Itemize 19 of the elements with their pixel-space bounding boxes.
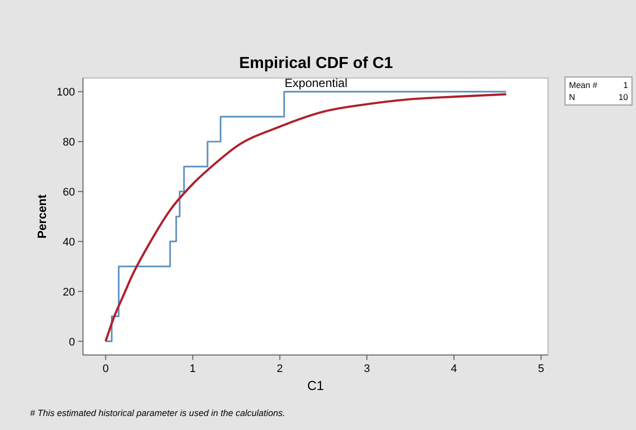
chart-subtitle: Exponential	[284, 76, 348, 90]
x-tick-label: 2	[276, 363, 283, 375]
text: # This estimated historical parameter is used in the calculations.	[30, 408, 286, 418]
x-tick-label: 3	[364, 363, 370, 375]
y-tick-label: 80	[62, 136, 75, 149]
y-tick-label: 40	[62, 236, 75, 248]
x-axis-title: C1	[307, 378, 324, 393]
text: Mean # 1	[569, 80, 628, 90]
x-tick-label: 4	[450, 363, 458, 375]
text: N 10	[569, 92, 628, 102]
y-axis-title: Percent	[35, 194, 49, 239]
x-tick-label: 1	[190, 363, 196, 375]
y-tick-label: 60	[62, 186, 75, 199]
y-tick-label: 20	[62, 286, 75, 298]
y-tick-label: 100	[56, 86, 75, 99]
x-tick-label: 5	[538, 363, 544, 375]
x-tick-label: 0	[102, 363, 109, 375]
y-tick-label: 0	[68, 336, 75, 348]
chart-title: Empirical CDF of C1	[239, 55, 393, 72]
